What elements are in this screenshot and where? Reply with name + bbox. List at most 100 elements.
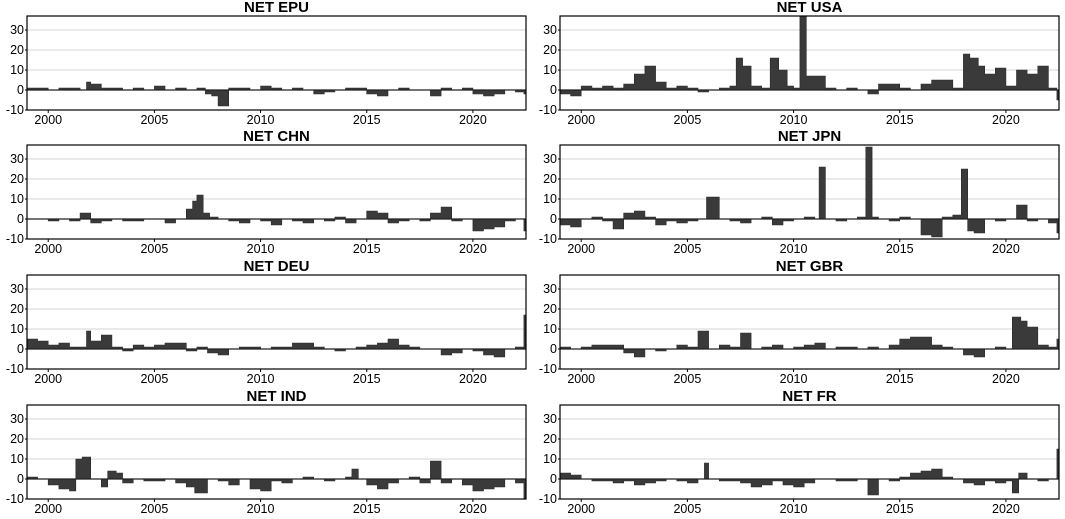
y-tick-label: 20 <box>10 302 24 316</box>
x-tick-label: 2020 <box>459 113 487 127</box>
y-tick-label: 20 <box>543 172 557 186</box>
y-tick-label: 10 <box>10 63 24 77</box>
chart-title: NET DEU <box>244 258 310 275</box>
series-area <box>559 316 1060 358</box>
x-tick-label: 2010 <box>780 242 808 256</box>
chart-title: NET GBR <box>776 258 844 275</box>
y-tick-label: -10 <box>6 103 24 117</box>
y-tick-label: -10 <box>6 492 24 506</box>
y-tick-label: -10 <box>6 232 24 246</box>
y-tick-label: 0 <box>17 342 24 356</box>
y-tick-label: -10 <box>539 232 557 246</box>
panel-net-gbr: NET GBR -10 0 10 20 30 2000 2005 2010 2015 2020 <box>533 258 1065 388</box>
x-tick-label: 2000 <box>34 372 62 386</box>
y-tick-label: 10 <box>543 192 557 206</box>
x-tick-label: 2005 <box>673 113 701 127</box>
y-tick-label: 30 <box>543 282 557 296</box>
x-tick-label: 2000 <box>567 372 595 386</box>
y-tick-label: 30 <box>543 152 557 166</box>
plot-frame <box>559 15 1060 111</box>
x-tick-label: 2015 <box>886 242 914 256</box>
x-tick-label: 2015 <box>353 113 381 127</box>
y-tick-label: 10 <box>10 322 24 336</box>
x-tick-label: 2015 <box>886 502 914 516</box>
x-tick-label: 2015 <box>353 502 381 516</box>
y-tick-label: 10 <box>10 452 24 466</box>
chart-title: NET CHN <box>243 128 310 145</box>
x-tick-label: 2010 <box>780 372 808 386</box>
x-tick-label: 2005 <box>140 372 168 386</box>
x-tick-label: 2005 <box>140 502 168 516</box>
y-tick-label: 20 <box>10 432 24 446</box>
chart-title: NET USA <box>777 0 843 16</box>
x-tick-label: 2010 <box>247 502 275 516</box>
y-tick-label: 0 <box>550 342 557 356</box>
panel-net-jpn: NET JPN -10 0 10 20 30 2000 2005 2010 2015 2020 <box>533 128 1065 258</box>
series-area <box>26 456 527 500</box>
x-tick-label: 2010 <box>780 113 808 127</box>
y-tick-label: 20 <box>10 172 24 186</box>
chart-title: NET EPU <box>244 0 309 16</box>
chart-net-epu: NET EPU -10 0 10 20 30 2000 2005 2010 2015 2020 <box>6 0 527 127</box>
chart-net-ind: NET IND -10 0 10 20 30 2000 2005 2010 2015 2020 <box>6 388 527 516</box>
x-tick-label: 2005 <box>673 372 701 386</box>
x-tick-label: 2020 <box>992 242 1020 256</box>
x-tick-label: 2005 <box>140 113 168 127</box>
chart-net-chn: NET CHN -10 0 10 20 30 2000 2005 2010 2015 2020 <box>6 128 527 256</box>
y-tick-label: 30 <box>10 152 24 166</box>
x-tick-label: 2000 <box>567 113 595 127</box>
series-area <box>26 81 527 107</box>
y-tick-label: 10 <box>543 322 557 336</box>
plot-frame <box>26 144 527 240</box>
y-tick-label: 20 <box>543 302 557 316</box>
y-tick-label: 0 <box>17 212 24 226</box>
y-tick-label: -10 <box>6 362 24 376</box>
x-tick-label: 2000 <box>567 242 595 256</box>
y-tick-label: 10 <box>10 192 24 206</box>
y-tick-label: 30 <box>543 23 557 37</box>
y-tick-label: 30 <box>10 282 24 296</box>
x-tick-label: 2020 <box>992 372 1020 386</box>
chart-net-jpn: NET JPN -10 0 10 20 30 2000 2005 2010 2015 2020 <box>539 128 1060 256</box>
series-area <box>26 314 527 358</box>
chart-net-fr: NET FR -10 0 10 20 30 2000 2005 2010 2015 2020 <box>539 388 1060 516</box>
y-tick-label: 30 <box>10 412 24 426</box>
chart-net-gbr: NET GBR -10 0 10 20 30 2000 2005 2010 2015 2020 <box>539 258 1060 386</box>
x-tick-label: 2000 <box>34 113 62 127</box>
plot-frame <box>559 404 1060 500</box>
y-tick-label: 0 <box>550 83 557 97</box>
panel-net-usa: NET USA -10 0 10 20 30 2000 2005 2010 2015 2020 <box>533 0 1065 129</box>
x-tick-label: 2015 <box>353 372 381 386</box>
x-tick-label: 2020 <box>992 502 1020 516</box>
x-tick-label: 2000 <box>34 502 62 516</box>
y-tick-label: 20 <box>543 432 557 446</box>
panel-net-ind: NET IND -10 0 10 20 30 2000 2005 2010 2015 2020 <box>0 388 532 518</box>
y-tick-label: 0 <box>17 472 24 486</box>
panel-net-epu: NET EPU -10 0 10 20 30 2000 2005 2010 2015 2020 <box>0 0 532 129</box>
x-tick-label: 2010 <box>247 242 275 256</box>
series-area <box>559 448 1060 496</box>
plot-frame <box>26 274 527 370</box>
x-tick-label: 2015 <box>886 113 914 127</box>
y-tick-label: 20 <box>543 43 557 57</box>
chart-title: NET IND <box>247 388 307 405</box>
panel-net-fr: NET FR -10 0 10 20 30 2000 2005 2010 2015 2020 <box>533 388 1065 518</box>
y-tick-label: 10 <box>543 63 557 77</box>
x-tick-label: 2010 <box>780 502 808 516</box>
chart-title: NET FR <box>782 388 836 405</box>
y-tick-label: 0 <box>550 472 557 486</box>
plot-frame <box>26 404 527 500</box>
y-tick-label: 30 <box>543 412 557 426</box>
y-tick-label: 0 <box>17 83 24 97</box>
x-tick-label: 2020 <box>459 372 487 386</box>
x-tick-label: 2000 <box>567 502 595 516</box>
x-tick-label: 2005 <box>673 242 701 256</box>
series-area <box>27 194 527 232</box>
x-tick-label: 2010 <box>247 372 275 386</box>
y-tick-label: 10 <box>543 452 557 466</box>
series-area <box>559 146 1060 238</box>
x-tick-label: 2000 <box>34 242 62 256</box>
chart-title: NET JPN <box>778 128 841 145</box>
chart-net-deu: NET DEU -10 0 10 20 30 2000 2005 2010 2015 2020 <box>6 258 527 386</box>
